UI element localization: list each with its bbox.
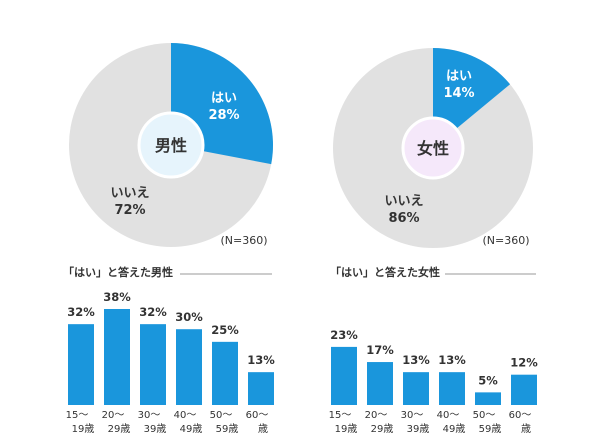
bar-value-label: 13% [438, 353, 466, 367]
bar [140, 324, 166, 405]
category-label: 60〜 [509, 410, 532, 421]
bar [403, 372, 429, 405]
sample-size-note: (N=360) [482, 234, 529, 247]
bar-value-label: 23% [330, 328, 358, 342]
bar-value-label: 30% [175, 310, 203, 324]
category-label: 30〜 [138, 410, 161, 421]
pie-label-no: いいえ [384, 194, 423, 209]
category-label: 29歳 [371, 423, 394, 435]
pie-value-yes: 14% [443, 86, 474, 101]
category-label: 50〜 [210, 410, 233, 421]
bar-value-label: 17% [366, 343, 394, 357]
category-label: 29歳 [108, 423, 131, 435]
bar [439, 372, 465, 405]
category-label: 39歳 [144, 423, 167, 435]
bar-chart-title: 「はい」と答えた男性 [63, 265, 173, 279]
bar [212, 341, 238, 405]
bar [511, 374, 537, 405]
bar-value-label: 32% [139, 305, 167, 319]
bar-chart-title: 「はい」と答えた女性 [330, 265, 440, 279]
category-label: 20〜 [365, 410, 388, 421]
bar-value-label: 5% [478, 373, 498, 387]
category-label: 59歳 [216, 423, 239, 435]
bar-value-label: 13% [402, 353, 430, 367]
pie-value-no: 86% [388, 211, 419, 226]
bar-value-label: 13% [247, 353, 275, 367]
bar [367, 362, 393, 405]
category-label: 20〜 [102, 410, 125, 421]
bar-value-label: 25% [211, 323, 239, 337]
pie-value-yes: 28% [208, 108, 239, 123]
category-label: 50〜 [473, 410, 496, 421]
category-label: 歳 [258, 423, 268, 435]
category-label: 49歳 [180, 423, 203, 435]
pie-slice-yes [433, 48, 511, 148]
pie-value-no: 72% [114, 203, 145, 218]
category-label: 15〜 [66, 410, 89, 421]
bar-value-label: 38% [103, 290, 131, 304]
pie-center-label: 女性 [417, 139, 449, 158]
category-label: 59歳 [479, 423, 502, 435]
pie-label-no: いいえ [110, 186, 149, 201]
bar [176, 329, 202, 405]
category-label: 49歳 [443, 423, 466, 435]
bar [475, 392, 501, 405]
pie-center [401, 116, 465, 180]
pie-center [137, 111, 205, 179]
category-label: 60〜 [246, 410, 269, 421]
category-label: 15〜 [329, 410, 352, 421]
pie-label-yes: はい [446, 69, 472, 84]
sample-size-note: (N=360) [220, 234, 267, 247]
category-label: 歳 [521, 423, 531, 435]
category-label: 40〜 [174, 410, 197, 421]
bar [68, 324, 94, 405]
bar [104, 309, 130, 405]
bar [331, 346, 357, 405]
category-label: 40〜 [437, 410, 460, 421]
category-label: 19歳 [335, 423, 358, 435]
pie-center-label: 男性 [155, 136, 187, 155]
category-label: 19歳 [72, 423, 95, 435]
category-label: 39歳 [407, 423, 430, 435]
bar-value-label: 32% [67, 305, 95, 319]
bar-value-label: 12% [510, 356, 538, 370]
category-label: 30〜 [401, 410, 424, 421]
bar [248, 372, 274, 405]
pie-label-yes: はい [211, 91, 237, 106]
